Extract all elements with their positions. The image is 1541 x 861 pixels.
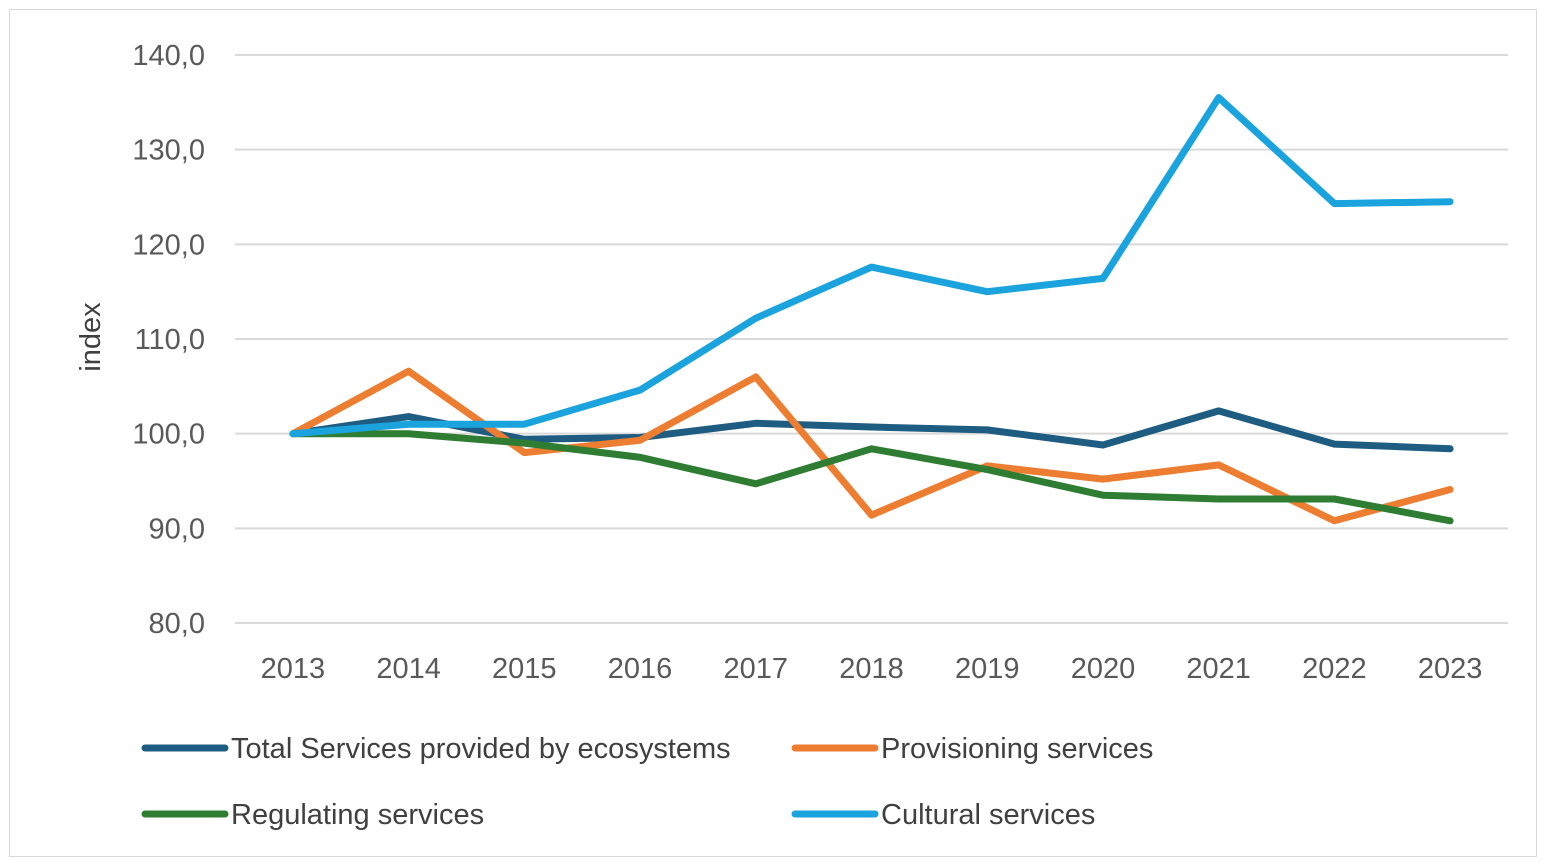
y-tick-label: 110,0 bbox=[135, 324, 205, 356]
legend: Total Services provided by ecosystems Pro… bbox=[141, 733, 1153, 831]
y-tick-label: 80,0 bbox=[149, 608, 205, 640]
series-line bbox=[289, 94, 1454, 438]
x-axis-tick-labels: 2013 2014 2015 2016 2017 2018 2019 2020 2021 2022… bbox=[261, 653, 1483, 685]
x-tick-label: 2013 bbox=[261, 653, 326, 685]
x-tick-label: 2016 bbox=[608, 653, 673, 685]
legend-item: Provisioning services bbox=[791, 733, 1153, 765]
series-line bbox=[289, 430, 1454, 525]
legend-label: Regulating services bbox=[231, 799, 484, 831]
legend-label: Total Services provided by ecosystems bbox=[231, 733, 731, 765]
chart-frame: 80,0 90,0 100,0 110,0 120,0 130,0 140,0 2013 20… bbox=[9, 9, 1537, 857]
x-tick-label: 2021 bbox=[1186, 653, 1251, 685]
legend-label: Provisioning services bbox=[881, 733, 1153, 765]
y-tick-label: 100,0 bbox=[132, 419, 205, 451]
series-line bbox=[289, 407, 1454, 453]
x-tick-label: 2019 bbox=[955, 653, 1020, 685]
legend-item: Regulating services bbox=[141, 799, 484, 831]
legend-item: Cultural services bbox=[791, 799, 1095, 831]
x-tick-label: 2015 bbox=[492, 653, 557, 685]
x-tick-label: 2020 bbox=[1071, 653, 1136, 685]
y-tick-label: 140,0 bbox=[132, 40, 205, 72]
x-tick-label: 2018 bbox=[839, 653, 904, 685]
y-axis-tick-labels: 80,0 90,0 100,0 110,0 120,0 130,0 140,0 bbox=[132, 40, 205, 640]
x-tick-label: 2017 bbox=[724, 653, 789, 685]
y-axis-title: index bbox=[75, 302, 107, 372]
y-tick-label: 90,0 bbox=[149, 513, 205, 545]
x-tick-label: 2014 bbox=[376, 653, 441, 685]
x-tick-label: 2022 bbox=[1302, 653, 1367, 685]
series-lines bbox=[289, 94, 1454, 525]
y-tick-label: 120,0 bbox=[132, 229, 205, 261]
y-tick-label: 130,0 bbox=[132, 135, 205, 167]
legend-label: Cultural services bbox=[881, 799, 1095, 831]
x-tick-label: 2023 bbox=[1418, 653, 1483, 685]
gridlines bbox=[235, 54, 1508, 624]
legend-item: Total Services provided by ecosystems bbox=[141, 733, 731, 765]
